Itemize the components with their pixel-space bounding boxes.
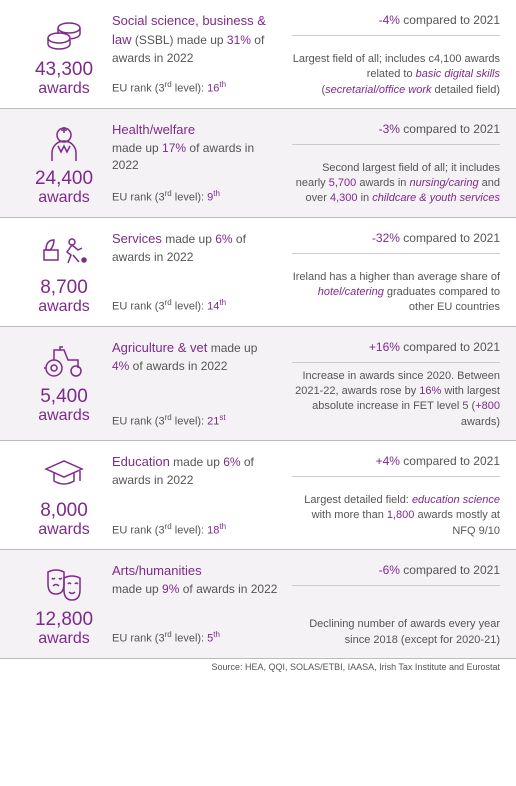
field-title: Agriculture & vet: [112, 340, 207, 355]
graduation-cap-icon: [42, 453, 86, 497]
field-card: 43,300 awards Social science, business &…: [0, 0, 516, 109]
eu-rank: EU rank (3rd level): 14th: [112, 297, 278, 316]
note: Declining number of awards every year si…: [292, 617, 500, 648]
field-card: 5,400 awards Agriculture & vet made up 4…: [0, 327, 516, 441]
field-card: 12,800 awards Arts/humanities made up 9%…: [0, 550, 516, 659]
change-line: -6% compared to 2021: [292, 562, 500, 586]
source-line: Source: HEA, QQI, SOLAS/ETBI, IAASA, Iri…: [0, 659, 516, 678]
mid-col: Agriculture & vet made up 4% of awards i…: [112, 339, 292, 430]
change-line: -3% compared to 2021: [292, 121, 500, 145]
compared-label: compared to 2021: [403, 454, 500, 468]
right-col: +4% compared to 2021 Largest detailed fi…: [292, 453, 500, 539]
change-line: +16% compared to 2021: [292, 339, 500, 363]
mid-col: Education made up 6% of awards in 2022 E…: [112, 453, 292, 539]
eu-rank: EU rank (3rd level): 18th: [112, 521, 278, 540]
award-count: 24,400: [35, 169, 93, 189]
services-icon: [40, 230, 88, 274]
note: Second largest field of all; it includes…: [292, 161, 500, 207]
awards-label: awards: [38, 189, 90, 207]
awards-label: awards: [38, 298, 90, 316]
field-title: Health/welfare: [112, 122, 195, 137]
awards-label: awards: [38, 407, 90, 425]
left-col: 5,400 awards: [16, 339, 112, 430]
eu-rank: EU rank (3rd level): 5th: [112, 629, 278, 648]
compared-label: compared to 2021: [403, 563, 500, 577]
award-count: 5,400: [40, 387, 88, 407]
change-pct: -32%: [372, 231, 400, 245]
change-line: +4% compared to 2021: [292, 453, 500, 477]
mid-col: Arts/humanities made up 9% of awards in …: [112, 562, 292, 648]
field-desc: (SSBL) made up 31% of awards in 2022: [112, 33, 264, 65]
compared-label: compared to 2021: [403, 231, 500, 245]
field-desc: made up 9% of awards in 2022: [112, 582, 277, 596]
mid-col: Services made up 6% of awards in 2022 EU…: [112, 230, 292, 316]
field-card: 8,700 awards Services made up 6% of awar…: [0, 218, 516, 327]
right-col: +16% compared to 2021 Increase in awards…: [292, 339, 500, 430]
field-title: Arts/humanities: [112, 563, 202, 578]
eu-rank: EU rank (3rd level): 16th: [112, 79, 278, 98]
mid-col: Social science, business & law (SSBL) ma…: [112, 12, 292, 98]
left-col: 43,300 awards: [16, 12, 112, 98]
right-col: -32% compared to 2021 Ireland has a high…: [292, 230, 500, 316]
right-col: -4% compared to 2021 Largest field of al…: [292, 12, 500, 98]
mid-col: Health/welfare made up 17% of awards in …: [112, 121, 292, 207]
change-line: -4% compared to 2021: [292, 12, 500, 36]
change-pct: +4%: [376, 454, 400, 468]
nurse-icon: [44, 121, 84, 165]
field-title: Education: [112, 454, 170, 469]
award-count: 12,800: [35, 610, 93, 630]
coins-icon: [44, 12, 84, 56]
left-col: 8,000 awards: [16, 453, 112, 539]
note: Increase in awards since 2020. Between 2…: [292, 369, 500, 431]
award-count: 43,300: [35, 60, 93, 80]
tractor-icon: [42, 339, 86, 383]
field-desc: made up 17% of awards in 2022: [112, 141, 254, 172]
eu-rank: EU rank (3rd level): 21st: [112, 412, 278, 431]
note: Ireland has a higher than average share …: [292, 270, 500, 316]
award-count: 8,000: [40, 501, 88, 521]
awards-label: awards: [38, 630, 90, 648]
field-card: 8,000 awards Education made up 6% of awa…: [0, 441, 516, 550]
eu-rank: EU rank (3rd level): 9th: [112, 188, 278, 207]
change-pct: +16%: [369, 340, 400, 354]
awards-label: awards: [38, 521, 90, 539]
field-title: Services: [112, 231, 162, 246]
compared-label: compared to 2021: [403, 13, 500, 27]
right-col: -3% compared to 2021 Second largest fiel…: [292, 121, 500, 207]
note: Largest detailed field: education scienc…: [292, 493, 500, 539]
award-count: 8,700: [40, 278, 88, 298]
drama-masks-icon: [42, 562, 86, 606]
change-pct: -4%: [379, 13, 400, 27]
note: Largest field of all; includes c4,100 aw…: [292, 52, 500, 98]
right-col: -6% compared to 2021 Declining number of…: [292, 562, 500, 648]
change-pct: -3%: [379, 122, 400, 136]
left-col: 24,400 awards: [16, 121, 112, 207]
compared-label: compared to 2021: [403, 340, 500, 354]
compared-label: compared to 2021: [403, 122, 500, 136]
left-col: 8,700 awards: [16, 230, 112, 316]
left-col: 12,800 awards: [16, 562, 112, 648]
change-line: -32% compared to 2021: [292, 230, 500, 254]
change-pct: -6%: [379, 563, 400, 577]
field-card: 24,400 awards Health/welfare made up 17%…: [0, 109, 516, 218]
awards-label: awards: [38, 80, 90, 98]
